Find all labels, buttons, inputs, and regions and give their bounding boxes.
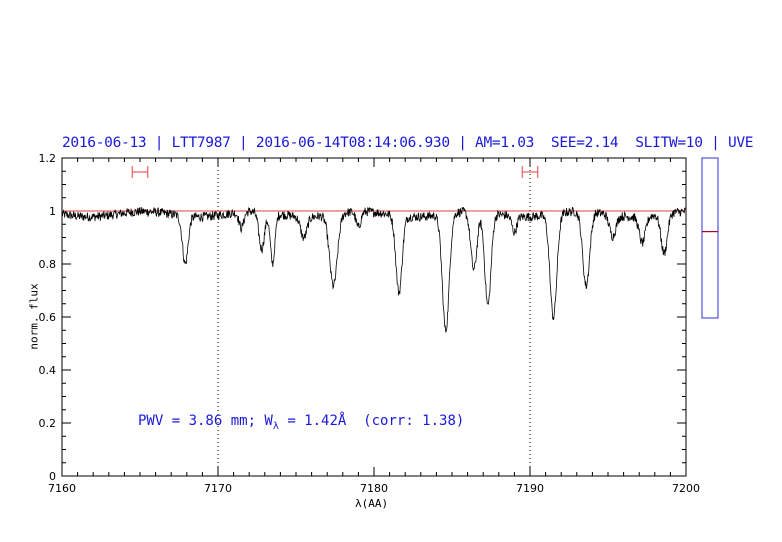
y-tick-label: 0.4 [39, 364, 57, 377]
y-tick-label: 0.6 [39, 311, 57, 324]
x-tick-label: 7180 [360, 482, 388, 495]
range-markers [131, 166, 539, 178]
y-tick-label: 0.8 [39, 258, 57, 271]
y-tick-label: 1.2 [39, 152, 57, 165]
pwv-prefix: PWV = 3.86 mm; W [138, 413, 273, 429]
y-tick-label: 1 [49, 205, 56, 218]
axis-ticks: 7160 7170 7180 7190 7200 0 0.2 0.4 0.6 0.8 1 1.2 [39, 152, 701, 495]
pwv-annotation: PWV = 3.86 mm; Wλ = 1.42Å (corr: 1.38) [138, 413, 464, 432]
pwv-subscript: λ [272, 420, 279, 432]
y-axis-label: norm. flux [27, 283, 41, 350]
chart-title: 2016-06-13 | LTT7987 | 2016-06-14T08:14:… [62, 135, 754, 151]
y-tick-label: 0 [49, 470, 56, 483]
range-marker [131, 166, 149, 178]
range-marker [521, 166, 539, 178]
x-tick-label: 7200 [672, 482, 700, 495]
x-tick-label: 7190 [516, 482, 544, 495]
x-tick-label: 7170 [204, 482, 232, 495]
y-tick-label: 0.2 [39, 417, 57, 430]
side-indicator [701, 157, 719, 319]
side-indicator-box [701, 157, 719, 319]
pwv-suffix: = 1.42Å (corr: 1.38) [278, 413, 465, 429]
x-axis-label: λ(AA) [355, 497, 389, 510]
spectrum-line [61, 206, 687, 333]
x-tick-label: 7160 [48, 482, 76, 495]
